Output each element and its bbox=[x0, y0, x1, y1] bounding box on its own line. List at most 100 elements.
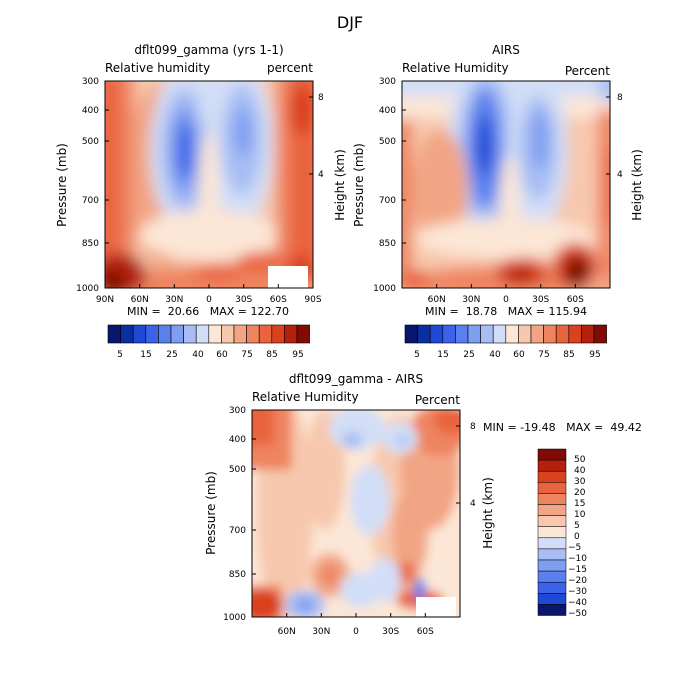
diff-colorbar-label: 10 bbox=[574, 510, 586, 520]
model-x-tick-label: 30S bbox=[235, 295, 252, 305]
diff-x-tick-label: 30S bbox=[382, 627, 399, 637]
obs-colorbar-label: 85 bbox=[563, 350, 574, 360]
diff-y-tick-label: 1000 bbox=[223, 613, 246, 623]
diff-x-tick-label: 30N bbox=[312, 627, 330, 637]
diff-colorbar-label: 20 bbox=[574, 488, 586, 498]
obs-height-tick-label: 8 bbox=[617, 93, 623, 103]
model-colorbar-label: 85 bbox=[266, 350, 277, 360]
model-x-tick-label: 90N bbox=[96, 295, 114, 305]
diff-y-axis: 300 400 500 700 850 1000 Pressure (mb) bbox=[204, 406, 256, 623]
obs-x-tick-label: 0 bbox=[503, 295, 509, 305]
obs-colorbar-label: 25 bbox=[463, 350, 474, 360]
obs-colorbar-swatch bbox=[442, 324, 456, 344]
diff-colorbar-swatch bbox=[537, 570, 567, 583]
model-colorbar-label: 40 bbox=[192, 350, 204, 360]
model-x-tick-label: 0 bbox=[206, 295, 212, 305]
obs-colorbar-label: 40 bbox=[489, 350, 501, 360]
model-colorbar-swatch bbox=[183, 324, 197, 344]
diff-colorbar-swatch bbox=[537, 504, 567, 516]
obs-x-tick-label: 30S bbox=[532, 295, 549, 305]
obs-height-axis-label: Height (km) bbox=[630, 149, 644, 220]
diff-colorbar-label: 30 bbox=[574, 477, 586, 487]
model-colorbar-label: 75 bbox=[241, 350, 252, 360]
panel-model: dflt099_gamma (yrs 1-1) Relative humidit… bbox=[55, 43, 347, 360]
obs-colorbar-swatch bbox=[467, 324, 481, 344]
model-contour-field bbox=[105, 81, 313, 288]
diff-colorbar: 50 40 30 20 15 10 5 0 −5 −10 −15 −20 −30… bbox=[537, 448, 587, 619]
diff-colorbar-label: 15 bbox=[574, 499, 585, 509]
diff-y-tick-label: 300 bbox=[229, 406, 246, 416]
diff-colorbar-swatch bbox=[537, 593, 567, 605]
obs-colorbar-swatch bbox=[492, 324, 507, 344]
model-colorbar-label: 15 bbox=[140, 350, 151, 360]
obs-y-axis-label: Pressure (mb) bbox=[352, 143, 366, 227]
obs-x-tick-label: 30N bbox=[462, 295, 480, 305]
model-y-tick-label: 850 bbox=[82, 239, 99, 249]
diff-y-tick-label: 500 bbox=[229, 465, 246, 475]
obs-y-axis-right: 8 4 Height (km) bbox=[606, 93, 644, 221]
obs-colorbar-swatch bbox=[530, 324, 544, 344]
diff-height-tick-label: 8 bbox=[470, 422, 476, 432]
obs-contour-field bbox=[402, 81, 610, 288]
obs-min-max-stats: MIN = 18.78 MAX = 115.94 bbox=[425, 305, 587, 318]
obs-y-tick-label: 850 bbox=[379, 239, 396, 249]
diff-colorbar-label: 5 bbox=[574, 521, 580, 531]
model-colorbar-swatch bbox=[170, 324, 184, 344]
model-y-tick-label: 1000 bbox=[76, 284, 99, 294]
diff-x-tick-label: 0 bbox=[353, 627, 359, 637]
diff-colorbar-label: −30 bbox=[568, 587, 587, 597]
obs-x-tick-label: 60N bbox=[428, 295, 446, 305]
obs-subtitle-left: Relative Humidity bbox=[402, 61, 509, 75]
model-colorbar-label: 25 bbox=[166, 350, 177, 360]
diff-colorbar-label: −20 bbox=[568, 576, 587, 586]
diff-y-tick-label: 700 bbox=[229, 526, 246, 536]
diff-title: dflt099_gamma - AIRS bbox=[289, 372, 423, 386]
obs-y-tick-label: 700 bbox=[379, 196, 396, 206]
obs-colorbar-swatch bbox=[581, 324, 595, 344]
model-x-tick-label: 60N bbox=[131, 295, 149, 305]
model-colorbar-swatch bbox=[145, 324, 159, 344]
obs-title: AIRS bbox=[492, 43, 520, 57]
diff-colorbar-label: 40 bbox=[574, 466, 586, 476]
obs-colorbar-swatch bbox=[518, 324, 532, 344]
model-x-tick-label: 60S bbox=[270, 295, 287, 305]
model-colorbar-label: 60 bbox=[216, 350, 228, 360]
diff-colorbar-swatch bbox=[537, 581, 567, 594]
obs-y-tick-label: 300 bbox=[379, 77, 396, 87]
model-y-tick-label: 500 bbox=[82, 137, 99, 147]
model-x-axis: 90N 60N 30N 0 30S 60S 90S bbox=[96, 284, 322, 305]
obs-subtitle-right: Percent bbox=[565, 64, 610, 78]
model-title: dflt099_gamma (yrs 1-1) bbox=[134, 43, 283, 57]
model-min-max-stats: MIN = 20.66 MAX = 122.70 bbox=[127, 305, 289, 318]
diff-colorbar-label: −10 bbox=[568, 554, 587, 564]
model-y-axis-right: 8 4 Height (km) bbox=[309, 93, 347, 221]
model-colorbar-swatch bbox=[233, 324, 247, 344]
model-height-axis-label: Height (km) bbox=[333, 149, 347, 220]
obs-colorbar-swatch bbox=[417, 324, 431, 344]
obs-colorbar-swatch bbox=[543, 324, 557, 344]
model-colorbar-swatch bbox=[120, 324, 134, 344]
obs-x-tick-label: 60S bbox=[567, 295, 584, 305]
diff-missing-region bbox=[416, 597, 456, 617]
diff-contour-field bbox=[252, 410, 460, 617]
model-y-axis-label: Pressure (mb) bbox=[55, 143, 69, 227]
diff-colorbar-swatch bbox=[537, 515, 567, 527]
diff-y-axis-label: Pressure (mb) bbox=[204, 471, 218, 555]
diff-x-tick-label: 60N bbox=[278, 627, 296, 637]
diff-colorbar-swatch bbox=[537, 448, 567, 461]
panel-diff: dflt099_gamma - AIRS Relative Humidity P… bbox=[204, 372, 642, 637]
model-colorbar-swatch bbox=[158, 324, 172, 344]
model-height-tick-label: 4 bbox=[318, 170, 324, 180]
diff-colorbar-label: 50 bbox=[574, 455, 586, 465]
model-colorbar: 5 15 25 40 60 75 85 95 bbox=[107, 324, 310, 360]
model-colorbar-swatch bbox=[271, 324, 285, 344]
model-colorbar-swatch bbox=[221, 324, 235, 344]
diff-min-max-stats: MIN = -19.48 MAX = 49.42 bbox=[483, 421, 642, 434]
model-missing-region bbox=[268, 266, 308, 288]
model-y-axis: 300 400 500 700 850 1000 Pressure (mb) bbox=[55, 77, 109, 294]
diff-colorbar-swatch bbox=[537, 559, 567, 572]
obs-y-tick-label: 500 bbox=[379, 137, 396, 147]
obs-y-tick-label: 1000 bbox=[373, 284, 396, 294]
obs-colorbar-swatch bbox=[404, 324, 418, 344]
